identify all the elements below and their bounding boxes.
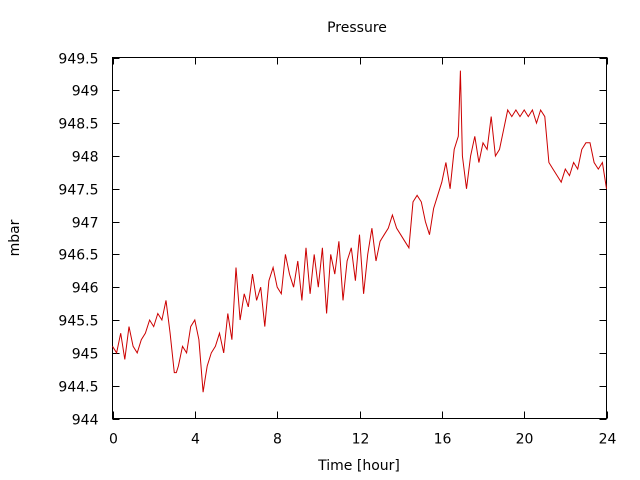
y-tick-label: 945 (72, 347, 99, 363)
y-tick-label: 948 (72, 150, 99, 166)
y-tick-label: 946 (72, 281, 99, 297)
y-tick-label: 947.5 (58, 183, 98, 199)
y-tick-label: 944.5 (58, 380, 98, 396)
tick-labels: 0 4 8 12 16 20 24 944 944.5 945 945.5 946 946.5 947 94… (58, 52, 616, 448)
y-tick-label: 945.5 (58, 314, 98, 330)
x-tick-label: 16 (434, 432, 452, 448)
pressure-series-line (112, 70, 607, 393)
x-tick-label: 24 (599, 432, 617, 448)
y-tick-label: 949.5 (58, 52, 98, 68)
axis-ticks (112, 57, 608, 420)
x-tick-label: 12 (352, 432, 370, 448)
y-tick-label: 946.5 (58, 248, 98, 264)
y-axis-label: mbar (7, 219, 23, 256)
y-tick-label: 948.5 (58, 117, 98, 133)
plot-frame (112, 57, 607, 419)
x-tick-label: 0 (109, 432, 118, 448)
y-tick-label: 949 (72, 84, 99, 100)
x-tick-label: 4 (191, 432, 200, 448)
y-tick-label: 944 (72, 413, 99, 429)
y-tick-label: 947 (72, 216, 99, 232)
x-tick-label: 8 (273, 432, 282, 448)
x-tick-label: 20 (516, 432, 534, 448)
chart-title: Pressure (327, 20, 387, 36)
x-axis-label: Time [hour] (317, 458, 400, 474)
